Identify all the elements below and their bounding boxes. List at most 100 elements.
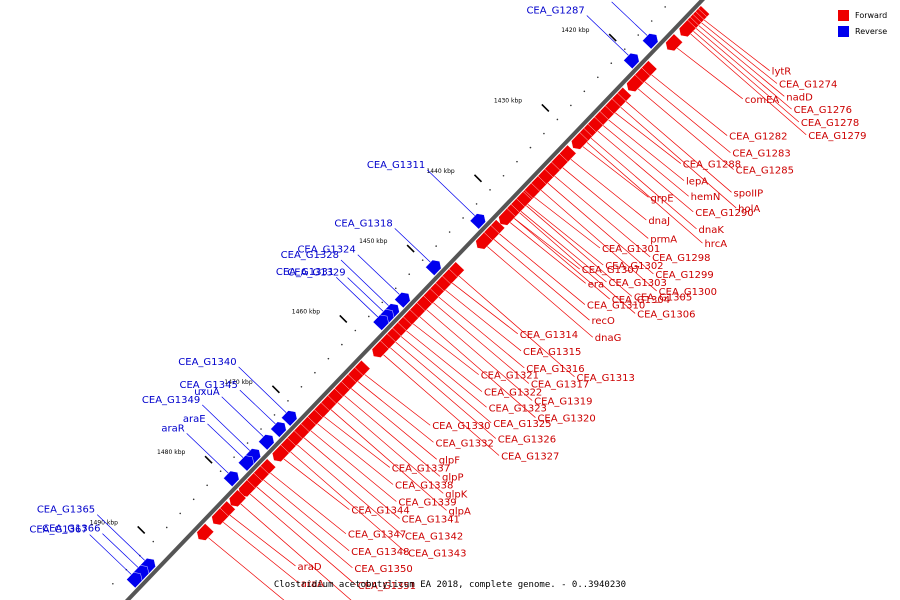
gene-araE[interactable] <box>238 453 256 472</box>
gene-label-CEA_G1351[interactable]: CEA_G1351 <box>358 581 416 592</box>
gene-label-CEA_G1304[interactable]: CEA_G1304 <box>612 295 670 306</box>
gene-label-CEA_G1348[interactable]: CEA_G1348 <box>351 547 409 558</box>
gene-label-CEA_G1345[interactable]: CEA_G1345 <box>180 380 238 391</box>
gene-label-CEA_G1278[interactable]: CEA_G1278 <box>801 118 859 129</box>
gene-label-CEA_G1298[interactable]: CEA_G1298 <box>652 253 710 264</box>
gene-label-CEA_G1303[interactable]: CEA_G1303 <box>608 278 666 289</box>
gene-label-CEA_G1365[interactable]: CEA_G1365 <box>37 505 95 516</box>
gene-dnaG[interactable] <box>473 231 493 252</box>
gene-label-araD[interactable]: araD <box>297 562 321 573</box>
gene-label-CEA_G1300[interactable]: CEA_G1300 <box>659 287 717 298</box>
gene-grpE[interactable] <box>569 132 589 152</box>
gene-label-CEA_G1328[interactable]: CEA_G1328 <box>281 250 339 261</box>
gene-CEA_G1331[interactable] <box>372 312 391 331</box>
gene-label-CEA_G1310[interactable]: CEA_G1310 <box>587 301 645 312</box>
gene-label-glpP[interactable]: glpP <box>442 472 464 483</box>
gene-CEA_G1367[interactable] <box>126 569 145 589</box>
gene-label-CEA_G1279[interactable]: CEA_G1279 <box>808 131 866 142</box>
gene-CEA_G1279[interactable] <box>676 19 697 40</box>
gene-CEA_G1340[interactable] <box>281 408 299 427</box>
gene-label-CEA_G1274[interactable]: CEA_G1274 <box>779 80 837 91</box>
gene-label-CEA_G1316[interactable]: CEA_G1316 <box>526 364 584 375</box>
gene-label-prmA[interactable]: prmA <box>650 234 677 245</box>
gene-label-CEA_G1367[interactable]: CEA_G1367 <box>29 525 87 536</box>
gene-label-nadD[interactable]: nadD <box>786 92 813 103</box>
gene-label-CEA_G1282[interactable]: CEA_G1282 <box>729 132 787 143</box>
gene-CEA_G1352[interactable] <box>226 489 247 510</box>
gene-label-CEA_G1330[interactable]: CEA_G1330 <box>432 421 490 432</box>
gene-CEA_G1285[interactable] <box>624 74 644 95</box>
gene-label-lytR[interactable]: lytR <box>772 67 792 78</box>
gene-label-recO[interactable]: recO <box>592 316 616 327</box>
gene-label-CEA_G1324[interactable]: CEA_G1324 <box>297 245 355 256</box>
gene-label-CEA_G1319[interactable]: CEA_G1319 <box>534 397 592 408</box>
gene-label-CEA_G1285[interactable]: CEA_G1285 <box>736 166 794 177</box>
gene-label-CEA_G1340[interactable]: CEA_G1340 <box>178 357 236 368</box>
gene-label-CEA_G1299[interactable]: CEA_G1299 <box>655 270 713 281</box>
gene-label-CEA_G1338[interactable]: CEA_G1338 <box>395 480 453 491</box>
gene-label-CEA_G1307[interactable]: CEA_G1307 <box>582 265 640 276</box>
gene-label-grpE[interactable]: grpE <box>650 193 673 204</box>
gene-label-CEA_G1318[interactable]: CEA_G1318 <box>334 218 392 229</box>
gene-label-CEA_G1347[interactable]: CEA_G1347 <box>348 530 406 541</box>
gene-label-CEA_G1317[interactable]: CEA_G1317 <box>531 379 589 390</box>
gene-label-CEA_G1314[interactable]: CEA_G1314 <box>520 330 578 341</box>
gene-label-CEA_G1350[interactable]: CEA_G1350 <box>354 564 412 575</box>
gene-label-CEA_G1305[interactable]: CEA_G1305 <box>634 292 692 303</box>
gene-label-CEA_G1343[interactable]: CEA_G1343 <box>408 549 466 560</box>
gene-label-comEA[interactable]: comEA <box>745 95 780 106</box>
gene-label-CEA_G1329[interactable]: CEA_G1329 <box>287 268 345 279</box>
gene-label-CEA_G1290[interactable]: CEA_G1290 <box>695 208 753 219</box>
gene-comEA[interactable] <box>663 33 683 54</box>
gene-label-holA[interactable]: holA <box>738 204 760 215</box>
gene-label-CEA_G1349[interactable]: CEA_G1349 <box>142 395 200 406</box>
gene-label-hrcA[interactable]: hrcA <box>704 239 727 250</box>
gene-label-CEA_G1301[interactable]: CEA_G1301 <box>602 244 660 255</box>
gene-label-dnaJ[interactable]: dnaJ <box>648 216 670 227</box>
gene-label-CEA_G1315[interactable]: CEA_G1315 <box>523 347 581 358</box>
gene-label-spoIIP[interactable]: spoIIP <box>734 188 764 199</box>
gene-araA[interactable] <box>209 507 229 528</box>
gene-label-CEA_G1344[interactable]: CEA_G1344 <box>351 506 409 517</box>
gene-era[interactable] <box>496 208 516 228</box>
gene-label-CEA_G1302[interactable]: CEA_G1302 <box>605 261 663 272</box>
gene-label-lepA[interactable]: lepA <box>686 177 708 188</box>
gene-uxuA[interactable] <box>258 432 277 451</box>
gene-CEA_G1311[interactable] <box>469 211 488 230</box>
gene-label-CEA_G1306[interactable]: CEA_G1306 <box>637 309 695 320</box>
gene-label-CEA_G1325[interactable]: CEA_G1325 <box>493 419 551 430</box>
gene-CEA_G1327[interactable] <box>369 340 390 361</box>
gene-label-CEA_G1311[interactable]: CEA_G1311 <box>367 160 425 171</box>
gene-CEA_G1345[interactable] <box>270 419 289 438</box>
gene-label-araE[interactable]: araE <box>183 414 206 425</box>
gene-label-CEA_G1320[interactable]: CEA_G1320 <box>537 414 595 425</box>
gene-label-CEA_G1288[interactable]: CEA_G1288 <box>683 160 741 171</box>
gene-label-CEA_G1287[interactable]: CEA_G1287 <box>526 6 584 17</box>
gene-CEA_G1357[interactable] <box>194 523 215 544</box>
gene-CEA_G1318[interactable] <box>425 257 444 276</box>
gene-label-CEA_G1327[interactable]: CEA_G1327 <box>501 452 559 463</box>
gene-label-CEA_G1313[interactable]: CEA_G1313 <box>577 373 635 384</box>
gene-CEA_G1324[interactable] <box>394 289 413 309</box>
gene-label-glpK[interactable]: glpK <box>445 489 467 500</box>
gene-label-CEA_G1326[interactable]: CEA_G1326 <box>498 435 556 446</box>
gene-label-CEA_G1331[interactable]: CEA_G1331 <box>276 267 334 278</box>
gene-label-CEA_G1276[interactable]: CEA_G1276 <box>794 105 852 116</box>
gene-CEA_G1344[interactable] <box>270 444 290 465</box>
gene-label-CEA_G1323[interactable]: CEA_G1323 <box>489 403 547 414</box>
gene-label-dnaG[interactable]: dnaG <box>595 333 622 344</box>
gene-label-CEA_G1339[interactable]: CEA_G1339 <box>398 498 456 509</box>
gene-label-CEA_G1322[interactable]: CEA_G1322 <box>484 388 542 399</box>
gene-label-CEA_G1321[interactable]: CEA_G1321 <box>481 371 539 382</box>
gene-label-uxuA[interactable]: uxuA <box>194 387 220 398</box>
gene-label-CEA_G1366[interactable]: CEA_G1366 <box>42 524 100 535</box>
gene-label-araR[interactable]: araR <box>161 423 184 434</box>
gene-label-glpF[interactable]: glpF <box>439 455 460 466</box>
gene-label-dnaK[interactable]: dnaK <box>699 225 725 236</box>
gene-label-CEA_G1337[interactable]: CEA_G1337 <box>392 463 450 474</box>
gene-label-hemN[interactable]: hemN <box>691 192 721 203</box>
gene-label-CEA_G1332[interactable]: CEA_G1332 <box>435 438 493 449</box>
gene-dacB[interactable] <box>642 31 660 50</box>
gene-label-CEA_G1341[interactable]: CEA_G1341 <box>402 515 460 526</box>
gene-label-CEA_G1283[interactable]: CEA_G1283 <box>732 149 790 160</box>
